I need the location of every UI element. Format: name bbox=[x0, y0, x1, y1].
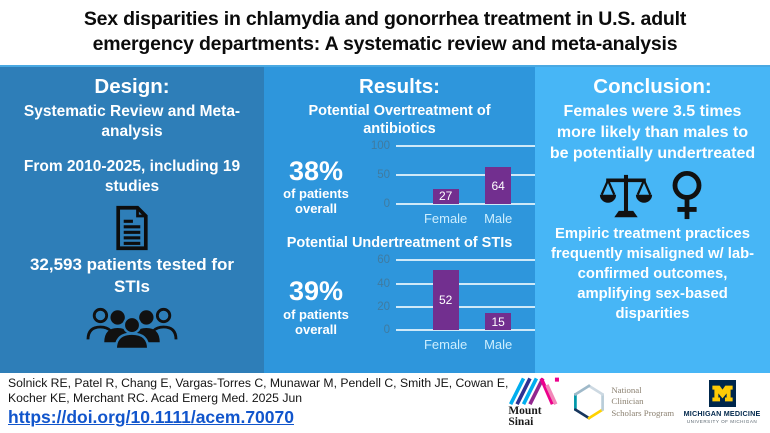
female-symbol-icon bbox=[667, 171, 707, 221]
citation-line-2: Kocher KE, Merchant RC. Acad Emerg Med. … bbox=[8, 391, 302, 405]
gridline bbox=[396, 282, 535, 285]
undertreatment-chart-title: Potential Undertreatment of STIs bbox=[286, 235, 513, 252]
conclusion-icons bbox=[547, 171, 758, 221]
michigan-medicine-logo: MICHIGAN MEDICINE UNIVERSITY OF MICHIGAN bbox=[682, 380, 762, 424]
overtreatment-percentage: 38% bbox=[288, 156, 344, 187]
title-line-2: emergency departments: A systematic revi… bbox=[92, 33, 678, 55]
bar-value-label: 27 bbox=[438, 189, 453, 204]
michigan-medicine-subtitle: UNIVERSITY OF MICHIGAN bbox=[686, 419, 758, 424]
y-axis-tick: 100 bbox=[370, 140, 390, 153]
design-panel: Design: Systematic Review and Meta-analy… bbox=[0, 67, 264, 373]
undertreatment-stat: 39% of patients overall bbox=[268, 277, 364, 337]
gridline bbox=[396, 145, 535, 148]
gridline bbox=[396, 306, 535, 309]
title-line-1: Sex disparities in chlamydia and gonorrh… bbox=[83, 8, 687, 30]
conclusion-heading: Conclusion: bbox=[593, 75, 712, 98]
chart-plot-area: 27 Female 64 Male bbox=[396, 145, 535, 226]
people-group-icon bbox=[12, 305, 252, 350]
chart-plot-area: 52 Female 15 Male bbox=[396, 259, 535, 352]
y-axis-tick: 60 bbox=[377, 254, 390, 267]
logos: Mount Sinai bbox=[508, 376, 762, 428]
citation: Solnick RE, Patel R, Chang E, Vargas-Tor… bbox=[8, 376, 508, 427]
bar-female: 27 bbox=[432, 188, 459, 205]
design-heading: Design: bbox=[94, 75, 170, 98]
y-axis-tick: 0 bbox=[383, 324, 390, 337]
undertreatment-percentage-label: of patients overall bbox=[283, 306, 349, 337]
y-axis-tick: 50 bbox=[377, 169, 390, 182]
overtreatment-stat: 38% of patients overall bbox=[268, 157, 364, 217]
bar-male: 64 bbox=[485, 167, 512, 205]
overtreatment-percentage-label: of patients overall bbox=[283, 186, 349, 217]
page-title: Sex disparities in chlamydia and gonorrh… bbox=[0, 0, 770, 65]
undertreatment-row: 39% of patients overall 52 Female 15 Male 0… bbox=[268, 254, 535, 354]
conclusion-finding: Females were 3.5 times more likely than … bbox=[549, 103, 756, 162]
x-axis-label: Female bbox=[423, 337, 468, 353]
footer: Solnick RE, Patel R, Chang E, Vargas-Tor… bbox=[0, 373, 770, 433]
gridline bbox=[396, 203, 535, 206]
overtreatment-chart-title: Potential Overtreatment of antibiotics bbox=[308, 103, 491, 138]
bar-female: 52 bbox=[432, 269, 459, 331]
undertreatment-percentage: 39% bbox=[288, 276, 344, 307]
conclusion-panel: Conclusion: Females were 3.5 times more … bbox=[535, 67, 770, 373]
bar-value-label: 64 bbox=[491, 178, 505, 193]
conclusion-implication: Empiric treatment practices frequently m… bbox=[550, 226, 755, 322]
overtreatment-bar-chart: 27 Female 64 Male 0 50 100 bbox=[364, 140, 535, 228]
y-axis-tick: 40 bbox=[377, 277, 390, 290]
balance-scale-icon bbox=[599, 172, 653, 221]
bar-male: 15 bbox=[485, 312, 512, 331]
ncsp-logo: National Clinician Scholars Program bbox=[572, 383, 676, 421]
gridline bbox=[396, 259, 535, 262]
michigan-medicine-name: MICHIGAN MEDICINE bbox=[683, 409, 761, 418]
x-axis-label: Female bbox=[423, 211, 468, 227]
bar-value-label: 52 bbox=[438, 293, 453, 308]
citation-line-1: Solnick RE, Patel R, Chang E, Vargas-Tor… bbox=[8, 376, 509, 391]
design-sample-size: 32,593 patients tested for STIs bbox=[29, 254, 235, 296]
mount-sinai-name: Mount Sinai bbox=[508, 405, 542, 428]
michigan-block-m-icon bbox=[708, 380, 736, 407]
doi-link[interactable]: https://doi.org/10.1111/acem.70070 bbox=[8, 406, 294, 427]
ncsp-name: National Clinician Scholars Program bbox=[611, 384, 675, 418]
ncsp-hexagon-icon bbox=[572, 383, 606, 421]
gridline bbox=[396, 174, 535, 177]
undertreatment-bar-chart: 52 Female 15 Male 0 20 40 60 bbox=[364, 254, 535, 354]
design-study-type: Systematic Review and Meta-analysis bbox=[23, 103, 241, 141]
mount-sinai-logo: Mount Sinai bbox=[508, 376, 566, 428]
y-axis-tick: 20 bbox=[377, 301, 390, 314]
content-columns: Design: Systematic Review and Meta-analy… bbox=[0, 65, 770, 373]
x-axis-label: Male bbox=[484, 211, 513, 227]
overtreatment-row: 38% of patients overall 27 Female 64 Male 0… bbox=[268, 140, 535, 228]
results-panel: Results: Potential Overtreatment of anti… bbox=[264, 67, 535, 373]
gridline bbox=[396, 329, 535, 332]
x-axis-label: Male bbox=[484, 337, 513, 353]
bar-value-label: 15 bbox=[491, 314, 505, 329]
mount-sinai-mark-icon bbox=[508, 376, 560, 406]
y-axis-tick: 0 bbox=[383, 198, 390, 211]
design-scope: From 2010-2025, including 19 studies bbox=[23, 158, 241, 196]
document-icon bbox=[12, 205, 252, 251]
results-heading: Results: bbox=[359, 75, 440, 98]
